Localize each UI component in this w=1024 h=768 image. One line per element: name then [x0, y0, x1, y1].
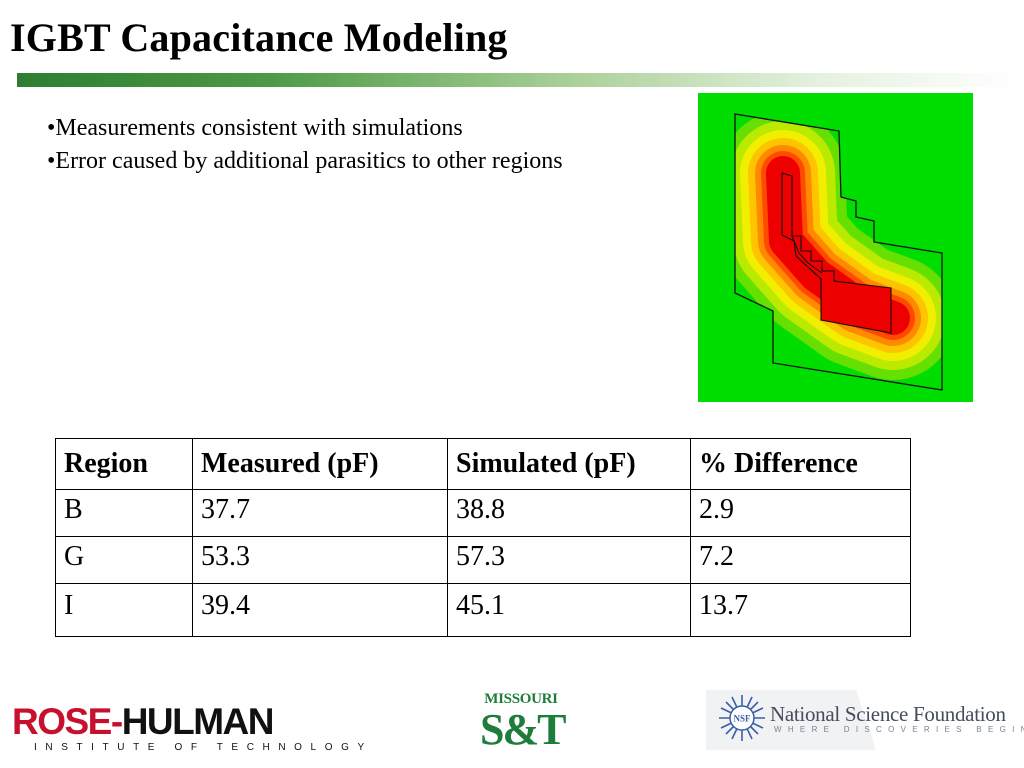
table-row: I 39.4 45.1 13.7: [55, 583, 911, 637]
rose-hulman-name: ROSE-HULMAN: [12, 701, 275, 742]
pad-outline: [781, 172, 892, 334]
rose-hulman-logo: ROSE-HULMAN INSTITUTE OF TECHNOLOGY: [12, 703, 373, 755]
missouri-label: MISSOURI: [484, 691, 558, 707]
capacitance-field-simulation-image: [698, 93, 973, 402]
rose-hulman-tagline: INSTITUTE OF TECHNOLOGY: [34, 742, 373, 753]
header-measured: Measured (pF): [192, 438, 448, 490]
rose-hulman-wordmark: ROSE-HULMAN: [12, 703, 275, 740]
rose-hulman-name-part: ROSE-: [12, 701, 123, 742]
pad-inner-outline: [791, 235, 823, 274]
bullet-item: •Error caused by additional parasitics t…: [47, 148, 563, 174]
cell-measured: 39.4: [192, 583, 448, 637]
header-region: Region: [55, 438, 193, 490]
bullet-item: •Measurements consistent with simulation…: [47, 115, 463, 141]
cell-measured: 37.7: [192, 489, 448, 537]
missouri-st-logo: MISSOURI S&T: [480, 690, 566, 758]
cell-measured: 53.3: [192, 536, 448, 584]
header-simulated: Simulated (pF): [447, 438, 691, 490]
nsf-seal-icon: NSF: [719, 695, 765, 741]
title-underline-bar: [17, 73, 1017, 87]
cell-difference: 13.7: [690, 583, 911, 637]
capacitance-comparison-table: Region Measured (pF) Simulated (pF) % Di…: [55, 438, 911, 637]
table-header-row: Region Measured (pF) Simulated (pF) % Di…: [55, 438, 911, 490]
rose-hulman-name-part: HULMAN: [121, 701, 275, 742]
cell-region: B: [55, 489, 193, 537]
cell-simulated: 57.3: [447, 536, 691, 584]
cell-region: I: [55, 583, 193, 637]
nsf-logo: NSF National Science Foundation WHERE DI…: [706, 690, 1024, 750]
bullet-list: •Measurements consistent with simulation…: [47, 112, 563, 178]
table-row: B 37.7 38.8 2.9: [55, 489, 911, 537]
cell-difference: 2.9: [690, 489, 911, 537]
header-difference: % Difference: [690, 438, 911, 490]
cell-simulated: 45.1: [447, 583, 691, 637]
cell-simulated: 38.8: [447, 489, 691, 537]
cell-difference: 7.2: [690, 536, 911, 584]
nsf-seal-text: NSF: [733, 714, 751, 724]
cell-region: G: [55, 536, 193, 584]
table-row: G 53.3 57.3 7.2: [55, 536, 911, 584]
nsf-tagline: WHERE DISCOVERIES BEGIN: [774, 725, 1024, 734]
chip-outline: [734, 113, 943, 391]
nsf-name: National Science Foundation: [770, 702, 1006, 726]
slide-title: IGBT Capacitance Modeling: [10, 15, 508, 60]
st-mark: S&T: [480, 705, 566, 754]
